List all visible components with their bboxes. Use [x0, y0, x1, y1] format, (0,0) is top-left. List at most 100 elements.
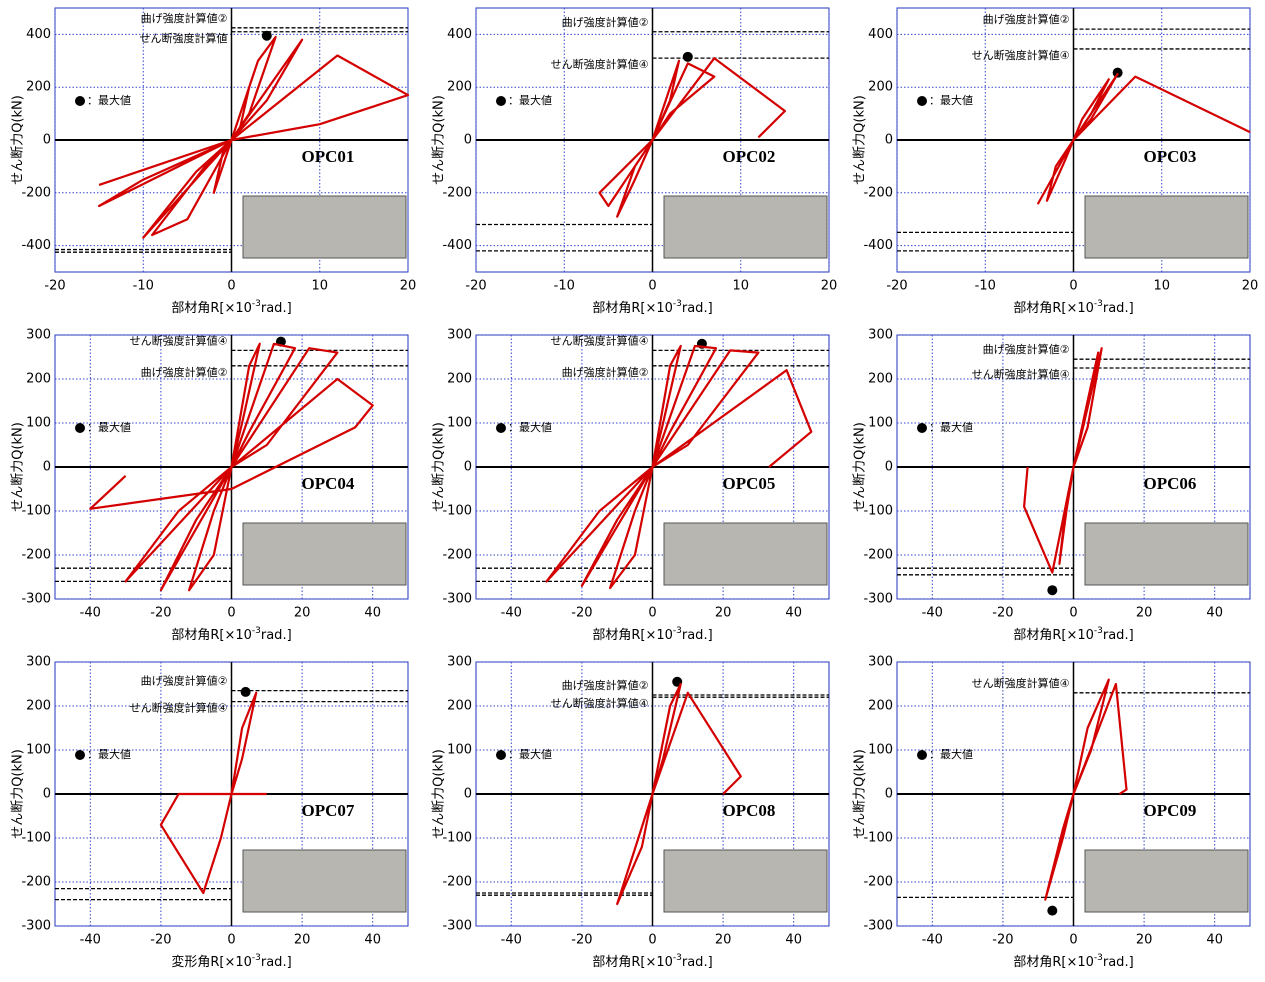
y-tick-label: -100 — [863, 831, 893, 846]
x-tick-label: 0 — [648, 933, 656, 948]
legend-label: ：最大値 — [87, 747, 131, 761]
chart-panel: -40-2002040-300-200-1000100200300曲げ強度計算値… — [853, 328, 1251, 643]
y-tick-label: 100 — [26, 743, 51, 758]
y-tick-label: -300 — [863, 592, 893, 607]
max-point — [683, 52, 693, 62]
panel-title: OPC02 — [723, 147, 776, 166]
x-tick-label: 20 — [1136, 606, 1153, 621]
reference-label: せん断強度計算値④ — [551, 333, 649, 347]
y-tick-label: 0 — [43, 787, 51, 802]
y-tick-label: 300 — [868, 328, 893, 343]
x-axis-label-part: 部材角R[×10 — [171, 301, 252, 316]
y-tick-label: 400 — [26, 27, 51, 42]
reference-label: せん断強度計算値④ — [551, 57, 649, 71]
legend-marker — [75, 96, 85, 106]
x-tick-label: 20 — [715, 606, 732, 621]
y-tick-label: 0 — [885, 133, 893, 148]
y-axis-label: せん断力Q(kN) — [11, 422, 26, 512]
reference-label: 曲げ強度計算値② — [562, 15, 649, 29]
x-tick-label: 0 — [1069, 606, 1077, 621]
specimen-photo — [1085, 196, 1248, 258]
x-axis-label: 部材角R[×10-3rad.] — [171, 626, 291, 643]
x-tick-label: -10 — [554, 279, 575, 294]
x-axis-label: 部材角R[×10-3rad.] — [1013, 299, 1133, 316]
x-tick-label: 20 — [1242, 279, 1259, 294]
x-axis-label-part: 変形角R[×10 — [171, 954, 252, 970]
legend-marker — [917, 96, 927, 106]
x-tick-label: -20 — [571, 933, 592, 948]
specimen-photo — [1085, 523, 1248, 585]
x-axis-label: 部材角R[×10-3rad.] — [1013, 953, 1133, 970]
y-tick-label: -300 — [21, 592, 51, 607]
legend-marker — [496, 96, 506, 106]
x-tick-label: 20 — [400, 279, 417, 294]
y-tick-label: -400 — [21, 238, 51, 253]
x-axis-label-part: rad.] — [261, 301, 292, 316]
y-tick-label: 400 — [447, 27, 472, 42]
x-tick-label: 20 — [821, 279, 838, 294]
y-tick-label: 200 — [868, 699, 893, 714]
x-axis-label: 部材角R[×10-3rad.] — [1013, 626, 1133, 643]
y-tick-label: -100 — [442, 831, 472, 846]
y-axis-label: せん断力Q(kN) — [853, 749, 868, 839]
y-tick-label: 0 — [43, 133, 51, 148]
x-tick-label: 20 — [294, 606, 311, 621]
x-axis-label-part: rad.] — [682, 955, 713, 970]
panel-title: OPC04 — [302, 474, 355, 493]
y-tick-label: 200 — [26, 372, 51, 387]
y-tick-label: -300 — [442, 592, 472, 607]
y-tick-label: -200 — [442, 875, 472, 890]
reference-label: せん断強度計算値④ — [130, 333, 228, 347]
y-tick-label: 100 — [868, 743, 893, 758]
y-axis-label: せん断力Q(kN) — [11, 95, 26, 185]
y-tick-label: -200 — [21, 548, 51, 563]
y-tick-label: 200 — [26, 80, 51, 95]
x-tick-label: 10 — [732, 279, 749, 294]
specimen-photo — [664, 850, 827, 912]
x-tick-label: -20 — [571, 606, 592, 621]
y-tick-label: 100 — [447, 743, 472, 758]
x-tick-label: -20 — [44, 279, 65, 294]
x-axis-label: 部材角R[×10-3rad.] — [592, 953, 712, 970]
specimen-photo — [243, 523, 406, 585]
reference-label: 曲げ強度計算値② — [983, 342, 1070, 356]
y-tick-label: 0 — [43, 460, 51, 475]
x-axis-label-part: -3 — [673, 299, 682, 309]
x-tick-label: 40 — [364, 933, 381, 948]
x-tick-label: -20 — [886, 279, 907, 294]
x-axis-label-part: rad.] — [1103, 955, 1134, 970]
specimen-photo — [243, 196, 406, 258]
specimen-photo — [664, 196, 827, 258]
panel-title: OPC09 — [1144, 801, 1197, 820]
y-tick-label: 100 — [26, 416, 51, 431]
legend-marker — [75, 423, 85, 433]
x-axis-label: 部材角R[×10-3rad.] — [171, 299, 291, 316]
y-tick-label: -100 — [863, 504, 893, 519]
chart-panel: -20-1001020-400-2000200400曲げ強度計算値②せん断強度計… — [432, 8, 838, 316]
reference-label: 曲げ強度計算値② — [562, 678, 649, 692]
x-tick-label: 0 — [1069, 933, 1077, 948]
reference-label: 曲げ強度計算値② — [562, 365, 649, 379]
x-axis-label-part: -3 — [252, 299, 261, 309]
max-point — [262, 31, 272, 41]
y-axis-label: せん断力Q(kN) — [432, 422, 447, 512]
reference-label: せん断強度計算値④ — [972, 48, 1070, 62]
x-tick-label: 0 — [227, 933, 235, 948]
reference-label: せん断強度計算値④ — [972, 367, 1070, 381]
y-tick-label: 200 — [447, 80, 472, 95]
y-axis-label: せん断力Q(kN) — [853, 422, 868, 512]
legend-marker — [75, 750, 85, 760]
specimen-photo — [1085, 850, 1248, 912]
x-axis-label: 変形角R[×10-3rad.] — [171, 953, 291, 970]
y-tick-label: -300 — [21, 919, 51, 934]
y-tick-label: -200 — [863, 548, 893, 563]
legend-label: ：最大値 — [87, 93, 131, 107]
x-tick-label: 0 — [648, 606, 656, 621]
x-axis-label-part: 部材角R[×10 — [1013, 301, 1094, 316]
x-tick-label: 40 — [785, 606, 802, 621]
x-tick-label: -40 — [80, 933, 101, 948]
y-tick-label: -100 — [21, 831, 51, 846]
specimen-photo — [664, 523, 827, 585]
x-tick-label: 10 — [1153, 279, 1170, 294]
